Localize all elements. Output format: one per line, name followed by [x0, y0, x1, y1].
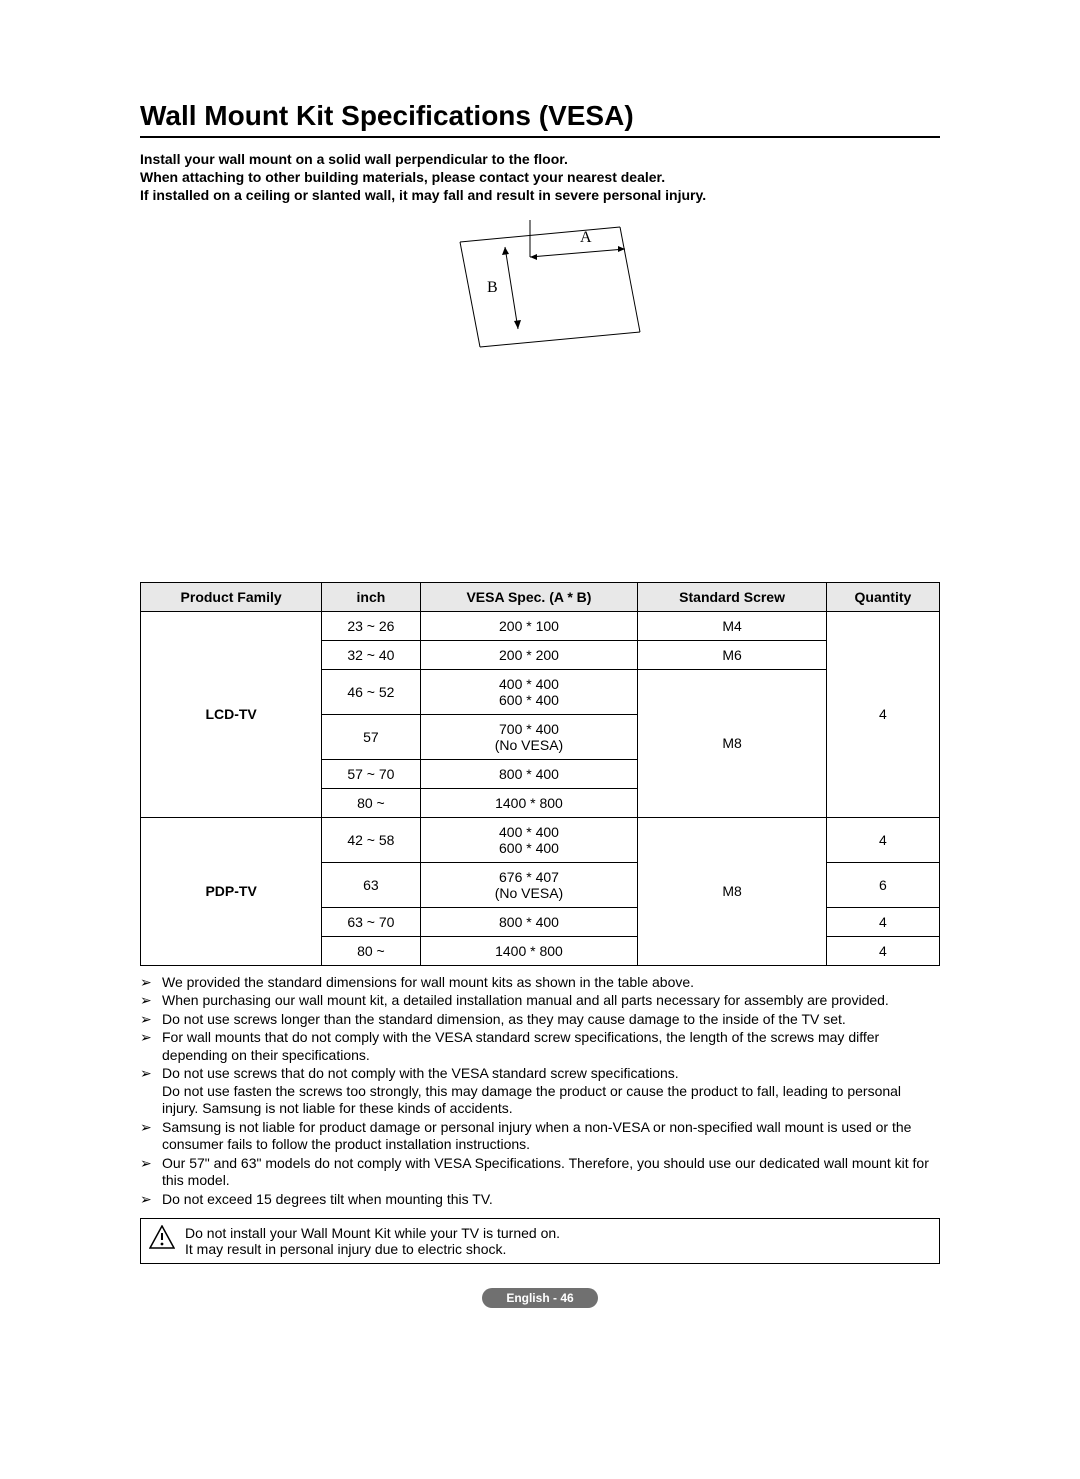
notes-list: ➢We provided the standard dimensions for…	[140, 974, 940, 1209]
cell-vesa: 400 * 400 600 * 400	[420, 669, 638, 714]
triangle-pointer-icon: ➢	[140, 1191, 162, 1209]
cell-vesa: 200 * 100	[420, 611, 638, 640]
cell-screw: M8	[638, 817, 826, 965]
note-item: ➢Do not use screws that do not comply wi…	[140, 1065, 940, 1118]
intro-text: Install your wall mount on a solid wall …	[140, 150, 940, 205]
note-text: Do not use screws longer than the standa…	[162, 1011, 940, 1029]
table-row: LCD-TV 23 ~ 26 200 * 100 M4 4	[141, 611, 940, 640]
cell-inch: 23 ~ 26	[322, 611, 420, 640]
cell-vesa: 400 * 400 600 * 400	[420, 817, 638, 862]
note-text: Do not use screws that do not comply wit…	[162, 1065, 940, 1118]
vesa-diagram: A B	[140, 217, 940, 382]
diagram-label-a: A	[580, 229, 592, 246]
note-item: ➢We provided the standard dimensions for…	[140, 974, 940, 992]
note-item: ➢When purchasing our wall mount kit, a d…	[140, 992, 940, 1010]
table-row: PDP-TV 42 ~ 58 400 * 400 600 * 400 M8 4	[141, 817, 940, 862]
triangle-pointer-icon: ➢	[140, 974, 162, 992]
warning-text: Do not install your Wall Mount Kit while…	[185, 1225, 560, 1257]
cell-vesa: 676 * 407 (No VESA)	[420, 862, 638, 907]
cell-vesa: 800 * 400	[420, 907, 638, 936]
cell-inch: 63	[322, 862, 420, 907]
cell-quantity: 4	[826, 611, 939, 817]
cell-inch: 80 ~	[322, 936, 420, 965]
triangle-pointer-icon: ➢	[140, 1065, 162, 1118]
cell-vesa: 800 * 400	[420, 759, 638, 788]
page-footer: English - 46	[140, 1288, 940, 1308]
col-product-family: Product Family	[141, 582, 322, 611]
cell-vesa: 1400 * 800	[420, 788, 638, 817]
triangle-pointer-icon: ➢	[140, 1011, 162, 1029]
triangle-pointer-icon: ➢	[140, 1119, 162, 1154]
cell-inch: 57	[322, 714, 420, 759]
note-text: Our 57" and 63" models do not comply wit…	[162, 1155, 940, 1190]
col-screw: Standard Screw	[638, 582, 826, 611]
triangle-pointer-icon: ➢	[140, 992, 162, 1010]
cell-screw: M8	[638, 669, 826, 817]
cell-vesa: 200 * 200	[420, 640, 638, 669]
warning-icon	[149, 1225, 175, 1252]
cell-inch: 42 ~ 58	[322, 817, 420, 862]
cell-inch: 63 ~ 70	[322, 907, 420, 936]
warning-box: Do not install your Wall Mount Kit while…	[140, 1218, 940, 1264]
cell-vesa: 1400 * 800	[420, 936, 638, 965]
intro-line: When attaching to other building materia…	[140, 168, 940, 186]
diagram-svg: A B	[390, 217, 690, 377]
cell-inch: 80 ~	[322, 788, 420, 817]
cell-quantity: 4	[826, 907, 939, 936]
triangle-pointer-icon: ➢	[140, 1155, 162, 1190]
note-text: For wall mounts that do not comply with …	[162, 1029, 940, 1064]
col-inch: inch	[322, 582, 420, 611]
cell-vesa: 700 * 400 (No VESA)	[420, 714, 638, 759]
page-badge: English - 46	[482, 1288, 597, 1308]
cell-quantity: 4	[826, 936, 939, 965]
table-header-row: Product Family inch VESA Spec. (A * B) S…	[141, 582, 940, 611]
cell-screw: M4	[638, 611, 826, 640]
note-item: ➢Our 57" and 63" models do not comply wi…	[140, 1155, 940, 1190]
cell-quantity: 4	[826, 817, 939, 862]
diagram-label-b: B	[487, 279, 498, 296]
note-item: ➢For wall mounts that do not comply with…	[140, 1029, 940, 1064]
cell-quantity: 6	[826, 862, 939, 907]
cell-inch: 32 ~ 40	[322, 640, 420, 669]
page-title: Wall Mount Kit Specifications (VESA)	[140, 100, 940, 138]
col-quantity: Quantity	[826, 582, 939, 611]
col-vesa: VESA Spec. (A * B)	[420, 582, 638, 611]
note-text: Samsung is not liable for product damage…	[162, 1119, 940, 1154]
note-item: ➢Do not use screws longer than the stand…	[140, 1011, 940, 1029]
note-item: ➢Do not exceed 15 degrees tilt when moun…	[140, 1191, 940, 1209]
note-text: Do not exceed 15 degrees tilt when mount…	[162, 1191, 940, 1209]
note-item: ➢Samsung is not liable for product damag…	[140, 1119, 940, 1154]
intro-line: If installed on a ceiling or slanted wal…	[140, 186, 940, 204]
spec-table: Product Family inch VESA Spec. (A * B) S…	[140, 582, 940, 966]
intro-line: Install your wall mount on a solid wall …	[140, 150, 940, 168]
cell-family: PDP-TV	[141, 817, 322, 965]
cell-family: LCD-TV	[141, 611, 322, 817]
note-text: When purchasing our wall mount kit, a de…	[162, 992, 940, 1010]
triangle-pointer-icon: ➢	[140, 1029, 162, 1064]
cell-screw: M6	[638, 640, 826, 669]
cell-inch: 57 ~ 70	[322, 759, 420, 788]
cell-inch: 46 ~ 52	[322, 669, 420, 714]
note-text: We provided the standard dimensions for …	[162, 974, 940, 992]
